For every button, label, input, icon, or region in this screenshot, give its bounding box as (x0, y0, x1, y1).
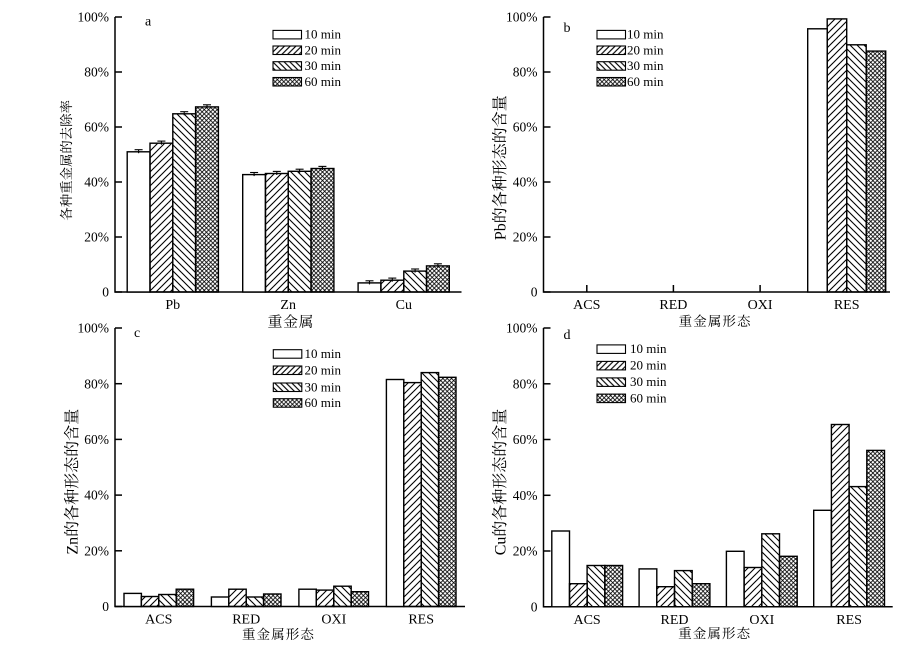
svg-text:40%: 40% (84, 175, 109, 190)
svg-text:20 min: 20 min (305, 362, 342, 377)
svg-text:0: 0 (531, 599, 538, 614)
svg-text:20 min: 20 min (630, 358, 667, 373)
svg-text:Cu: Cu (492, 537, 509, 556)
svg-text:100%: 100% (506, 321, 538, 336)
svg-text:20 min: 20 min (305, 42, 342, 57)
svg-text:d: d (564, 328, 571, 343)
svg-text:Pb: Pb (492, 223, 509, 240)
svg-text:Zn: Zn (280, 298, 296, 313)
svg-text:100%: 100% (78, 321, 110, 336)
svg-text:c: c (134, 326, 140, 341)
svg-text:30 min: 30 min (305, 379, 342, 394)
svg-text:60%: 60% (513, 432, 538, 447)
svg-text:30 min: 30 min (630, 374, 667, 389)
svg-text:40%: 40% (84, 488, 109, 503)
svg-text:RES: RES (408, 613, 434, 628)
svg-text:ACS: ACS (573, 298, 600, 313)
svg-text:0: 0 (102, 285, 109, 300)
svg-text:OXI: OXI (749, 613, 774, 628)
svg-text:30 min: 30 min (627, 58, 664, 73)
svg-text:60%: 60% (513, 120, 538, 135)
svg-text:60 min: 60 min (305, 74, 342, 89)
svg-text:a: a (145, 15, 152, 30)
svg-text:80%: 80% (513, 65, 538, 80)
svg-text:RED: RED (232, 613, 260, 628)
svg-text:40%: 40% (513, 175, 538, 190)
svg-text:Zn: Zn (64, 537, 81, 555)
svg-text:20 min: 20 min (627, 42, 664, 57)
svg-text:60 min: 60 min (630, 390, 667, 405)
svg-text:0: 0 (531, 285, 538, 300)
svg-text:60%: 60% (84, 120, 109, 135)
svg-text:20%: 20% (84, 230, 109, 245)
svg-text:b: b (564, 21, 571, 36)
svg-text:100%: 100% (78, 10, 110, 25)
svg-text:0: 0 (102, 599, 109, 614)
svg-text:60 min: 60 min (305, 395, 342, 410)
svg-text:ACS: ACS (145, 613, 172, 628)
svg-text:80%: 80% (84, 65, 109, 80)
svg-text:100%: 100% (506, 10, 538, 25)
svg-text:60%: 60% (84, 432, 109, 447)
svg-text:10 min: 10 min (305, 27, 342, 42)
svg-text:80%: 80% (513, 376, 538, 391)
svg-text:20%: 20% (513, 230, 538, 245)
svg-text:30 min: 30 min (305, 58, 342, 73)
svg-text:20%: 20% (513, 544, 538, 559)
svg-text:ACS: ACS (573, 613, 600, 628)
svg-text:60 min: 60 min (627, 74, 664, 89)
svg-text:RED: RED (661, 613, 689, 628)
svg-text:10 min: 10 min (630, 341, 667, 356)
svg-text:OXI: OXI (748, 298, 773, 313)
svg-text:Cu: Cu (396, 298, 412, 313)
svg-text:10 min: 10 min (305, 346, 342, 361)
svg-text:Pb: Pb (165, 298, 180, 313)
svg-text:80%: 80% (84, 376, 109, 391)
svg-text:10 min: 10 min (627, 27, 664, 42)
svg-text:RES: RES (834, 298, 860, 313)
svg-text:20%: 20% (84, 543, 109, 558)
svg-text:RES: RES (836, 613, 862, 628)
svg-text:OXI: OXI (321, 613, 346, 628)
svg-text:40%: 40% (513, 488, 538, 503)
svg-text:RED: RED (659, 298, 687, 313)
